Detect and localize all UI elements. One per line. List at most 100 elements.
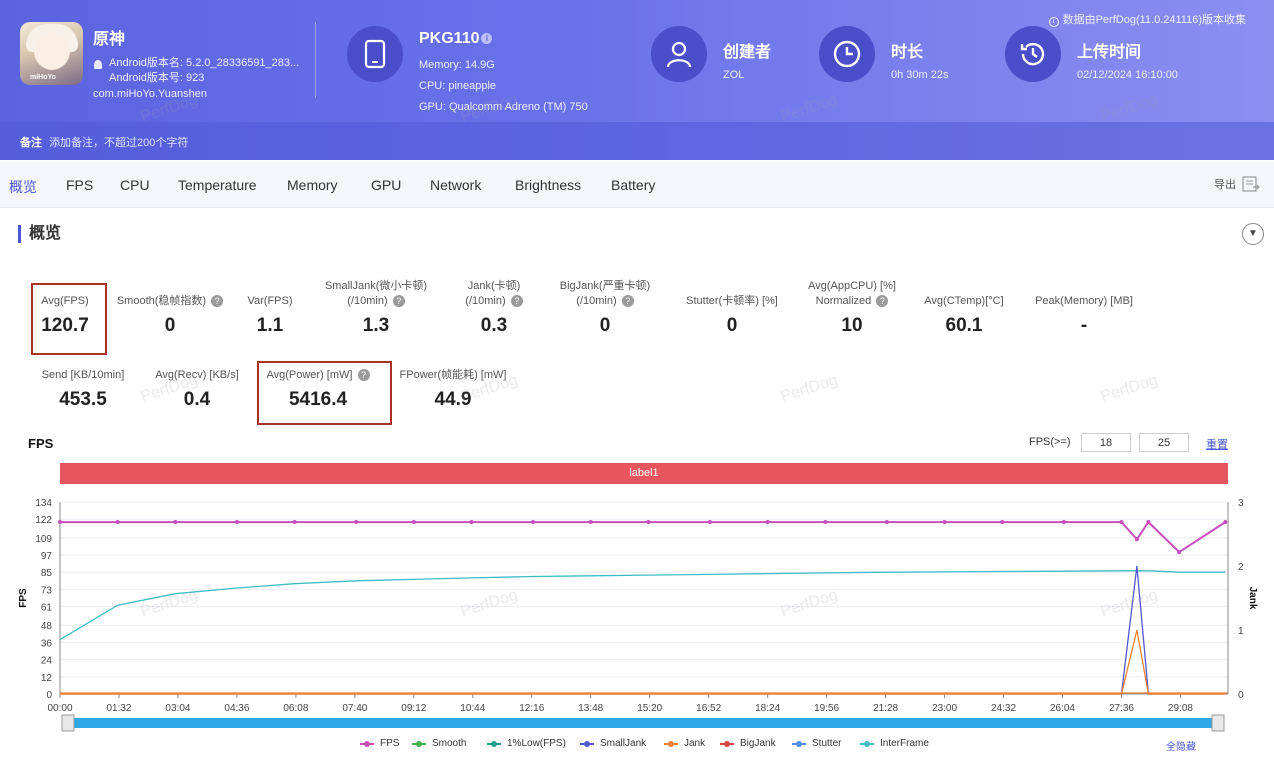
legend-item[interactable]: SmallJank [580, 738, 646, 749]
tab-fps[interactable]: FPS [66, 177, 94, 193]
y-tick-label: 36 [41, 638, 53, 649]
y-tick-label: 97 [41, 551, 53, 562]
fps-point [1134, 537, 1139, 542]
metric-value: 0 [726, 315, 738, 336]
metric-label-sub: (/10min) ? [419, 294, 569, 309]
header-divider [315, 22, 316, 98]
metric-value: 1.1 [256, 315, 284, 336]
metric-r1-9: Peak(Memory) [MB] - [1009, 294, 1159, 337]
highlight-avg-fps [31, 283, 107, 355]
x-tick-label: 00:00 [47, 703, 72, 714]
legend-item[interactable]: Jank [664, 738, 705, 749]
collapse-button[interactable]: ▼ [1242, 223, 1264, 245]
help-icon[interactable]: ? [876, 295, 889, 308]
hide-all-link[interactable]: 全隐藏 [1166, 742, 1196, 753]
metric-label: Avg(AppCPU) [%] [808, 280, 896, 292]
fps-point [1061, 520, 1066, 525]
metric-value: 60.1 [945, 315, 983, 336]
fps-point [173, 520, 178, 525]
app-version-name: Android版本名: 5.2.0_28336591_283... [109, 57, 300, 69]
legend-item[interactable]: FPS [360, 738, 399, 749]
metric-r1-0: Avg(FPS) 120.7 [0, 294, 140, 337]
tab-gpu[interactable]: GPU [371, 177, 402, 193]
metric-value: 0 [164, 315, 176, 336]
fps-threshold-low-input[interactable]: 18 [1081, 433, 1131, 452]
series-line-interframe [59, 570, 1226, 641]
fps-point [1146, 520, 1151, 525]
export-icon [1242, 176, 1260, 192]
tab-brightness[interactable]: Brightness [515, 177, 582, 193]
note-input[interactable]: 添加备注，不超过200个字符 [49, 137, 189, 149]
legend-swatch [664, 740, 678, 747]
upload-value: 02/12/2024 16:10:00 [1077, 69, 1178, 81]
app-name: 原神 [93, 31, 126, 48]
report-header: miHoYo 原神 Android版本名: 5.2.0_28336591_283… [0, 0, 1274, 160]
range-slider-track[interactable] [66, 718, 1221, 728]
metric-r1-2: Var(FPS) 1.1 [195, 294, 345, 337]
fps-point [234, 520, 239, 525]
info-icon: i [1048, 17, 1059, 27]
metric-label: Peak(Memory) [MB] [1035, 295, 1133, 307]
highlight-avg-power [257, 361, 392, 425]
export-button[interactable]: 导出 [1214, 176, 1260, 192]
app-package: com.miHoYo.Yuanshen [93, 88, 207, 100]
fps-chart: 134 122 109 97 85 73 61 48 36 24 12 0 3 2 1 0 00:00 01:32… [18, 498, 1258, 732]
tab-network[interactable]: Network [430, 177, 482, 193]
y-tick-label: 134 [35, 498, 52, 509]
metric-value: 10 [841, 315, 863, 336]
creator-title: 创建者 [723, 44, 772, 61]
y-tick-label: 73 [41, 585, 53, 596]
legend-item[interactable]: Stutter [792, 738, 841, 749]
help-icon[interactable]: ? [211, 295, 224, 308]
reset-link[interactable]: 重置 [1206, 439, 1228, 451]
device-cpu: CPU: pineapple [419, 80, 497, 92]
user-icon [651, 26, 707, 82]
x-tick-label: 21:28 [873, 703, 898, 714]
x-tick-label: 04:36 [224, 703, 249, 714]
help-icon[interactable]: ? [621, 295, 634, 308]
help-icon[interactable]: ? [392, 295, 405, 308]
legend-item[interactable]: InterFrame [860, 738, 929, 749]
x-tick-label: 12:16 [519, 703, 544, 714]
fps-point [765, 520, 770, 525]
tab-cpu[interactable]: CPU [120, 177, 150, 193]
legend-label: 1%Low(FPS) [507, 738, 566, 749]
metric-value: - [1080, 315, 1088, 336]
tab-temperature[interactable]: Temperature [178, 177, 257, 193]
fps-filter-label: FPS(>=) [1029, 436, 1071, 448]
fps-point [1000, 520, 1005, 525]
metric-r1-6: Stutter(卡顿率) [%] 0 [657, 294, 807, 337]
y-tick-label: 122 [35, 515, 52, 526]
metric-r1-7: Avg(AppCPU) [%] Normalized ? 10 [777, 279, 927, 337]
x-tick-label: 15:20 [637, 703, 662, 714]
metric-r1-5: BigJank(严重卡顿) (/10min) ? 0 [530, 279, 680, 337]
legend-swatch [360, 740, 374, 747]
legend-label: InterFrame [880, 738, 929, 749]
metric-r1-3: SmallJank(微小卡顿) (/10min) ? 1.3 [301, 279, 451, 337]
tab-memory[interactable]: Memory [287, 177, 338, 193]
y-tick-label: 24 [41, 656, 53, 667]
series-line-fps [60, 520, 1226, 554]
legend-item[interactable]: BigJank [720, 738, 776, 749]
device-info-icon[interactable]: i [481, 33, 493, 45]
label-bar[interactable]: label1 [60, 463, 1228, 484]
help-icon[interactable]: ? [357, 369, 370, 382]
fps-point [292, 520, 297, 525]
fps-threshold-high-input[interactable]: 25 [1139, 433, 1189, 452]
note-bar[interactable]: 备注 添加备注，不超过200个字符 [0, 122, 1274, 160]
fps-point [1177, 550, 1182, 555]
range-slider-left-handle[interactable] [61, 714, 75, 732]
legend-label: Smooth [432, 738, 467, 749]
tab-overview[interactable]: 概览 [9, 179, 37, 195]
legend-item[interactable]: 1%Low(FPS) [487, 738, 566, 749]
clock-icon [819, 26, 875, 82]
legend-swatch [720, 740, 734, 747]
duration-value: 0h 30m 22s [891, 69, 949, 81]
app-icon: miHoYo [20, 22, 83, 85]
tab-battery[interactable]: Battery [611, 177, 656, 193]
metric-label: Avg(CTemp)[°C] [924, 295, 1004, 307]
legend-item[interactable]: Smooth [412, 738, 466, 749]
fps-point [411, 520, 416, 525]
help-icon[interactable]: ? [510, 295, 523, 308]
range-slider-right-handle[interactable] [1211, 714, 1225, 732]
